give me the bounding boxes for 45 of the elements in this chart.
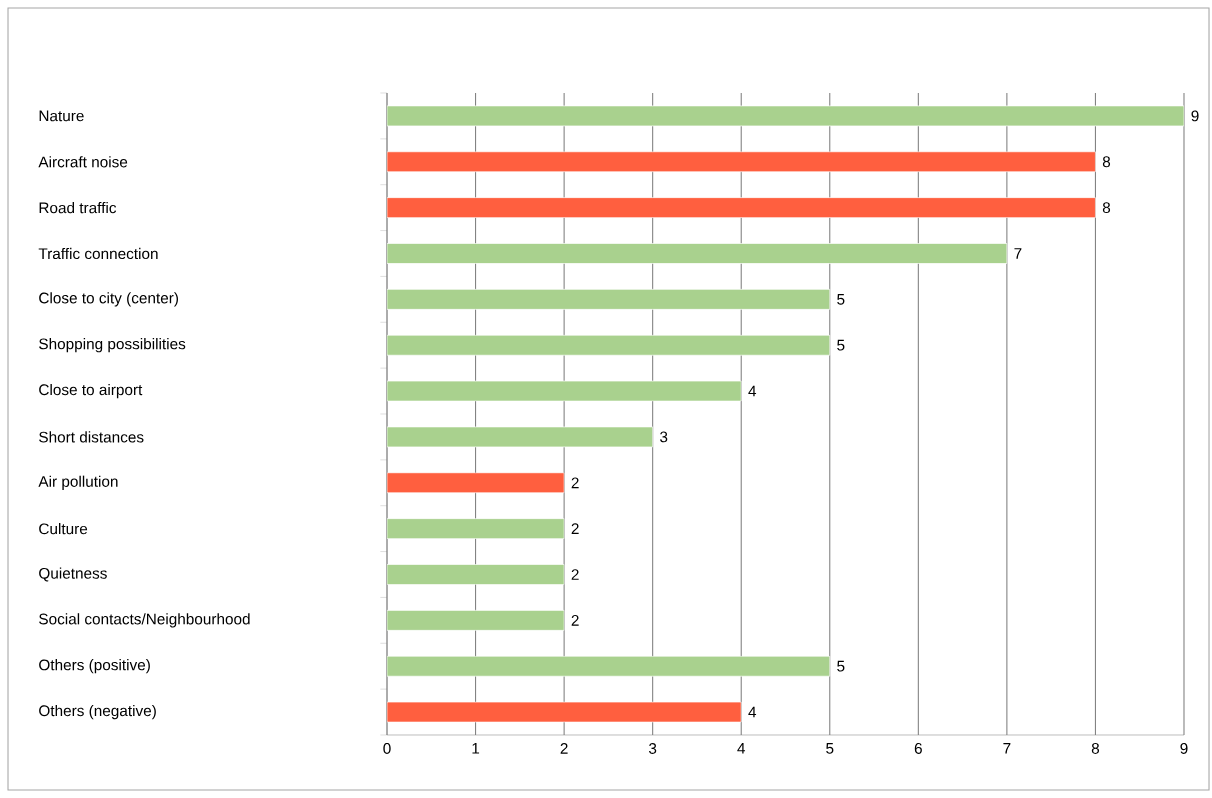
bar: [387, 151, 1096, 173]
y-tick-label: Close to city (center): [39, 292, 179, 307]
x-tick-label: 8: [1091, 743, 1100, 754]
x-tick-label: 5: [826, 743, 834, 754]
data-label: 5: [837, 660, 845, 672]
data-label: 2: [571, 523, 579, 534]
x-tick-label: 3: [648, 743, 657, 754]
x-tick-label: 4: [737, 743, 746, 754]
bar: [387, 197, 1096, 218]
y-tick-label: Air pollution: [38, 475, 118, 490]
x-tick-label: 0: [383, 743, 391, 754]
data-label: 4: [748, 385, 757, 397]
x-tick-label: 9: [1180, 743, 1188, 754]
bar: [387, 472, 565, 494]
y-tick-label: Others (positive): [39, 659, 150, 674]
bar: [387, 564, 565, 585]
data-label: 5: [837, 294, 845, 305]
x-tick-label: 2: [560, 743, 568, 754]
data-label: 5: [837, 339, 845, 351]
data-label: 9: [1191, 110, 1199, 122]
data-label: 8: [1102, 202, 1111, 214]
y-tick-label: Nature: [39, 110, 84, 122]
x-tick-label: 1: [472, 743, 480, 754]
bar: [387, 334, 831, 356]
y-tick-label: Aircraft noise: [38, 156, 128, 168]
data-label: 7: [1014, 248, 1022, 259]
bar: [387, 518, 565, 539]
data-label: 2: [571, 615, 579, 626]
data-label: 8: [1102, 156, 1111, 168]
y-tick-label: Short distances: [39, 431, 144, 443]
data-label: 4: [748, 706, 757, 718]
y-tick-label: Social contacts/Neighbourhood: [39, 613, 250, 628]
data-label: 2: [571, 569, 579, 580]
x-tick-label: 6: [914, 743, 922, 754]
bar: [387, 655, 831, 677]
data-label: 2: [571, 477, 579, 489]
y-tick-label: Close to airport: [39, 383, 143, 399]
y-tick-label: Road traffic: [39, 202, 117, 214]
y-tick-label: Shopping possibilities: [39, 338, 186, 353]
y-tick-label: Others (negative): [39, 704, 156, 720]
data-label: 3: [660, 431, 668, 443]
y-tick-label: Culture: [39, 523, 88, 535]
x-tick-label: 7: [1003, 743, 1011, 754]
y-tick-label: Traffic connection: [38, 247, 158, 260]
y-tick-label: Quietness: [39, 567, 107, 582]
